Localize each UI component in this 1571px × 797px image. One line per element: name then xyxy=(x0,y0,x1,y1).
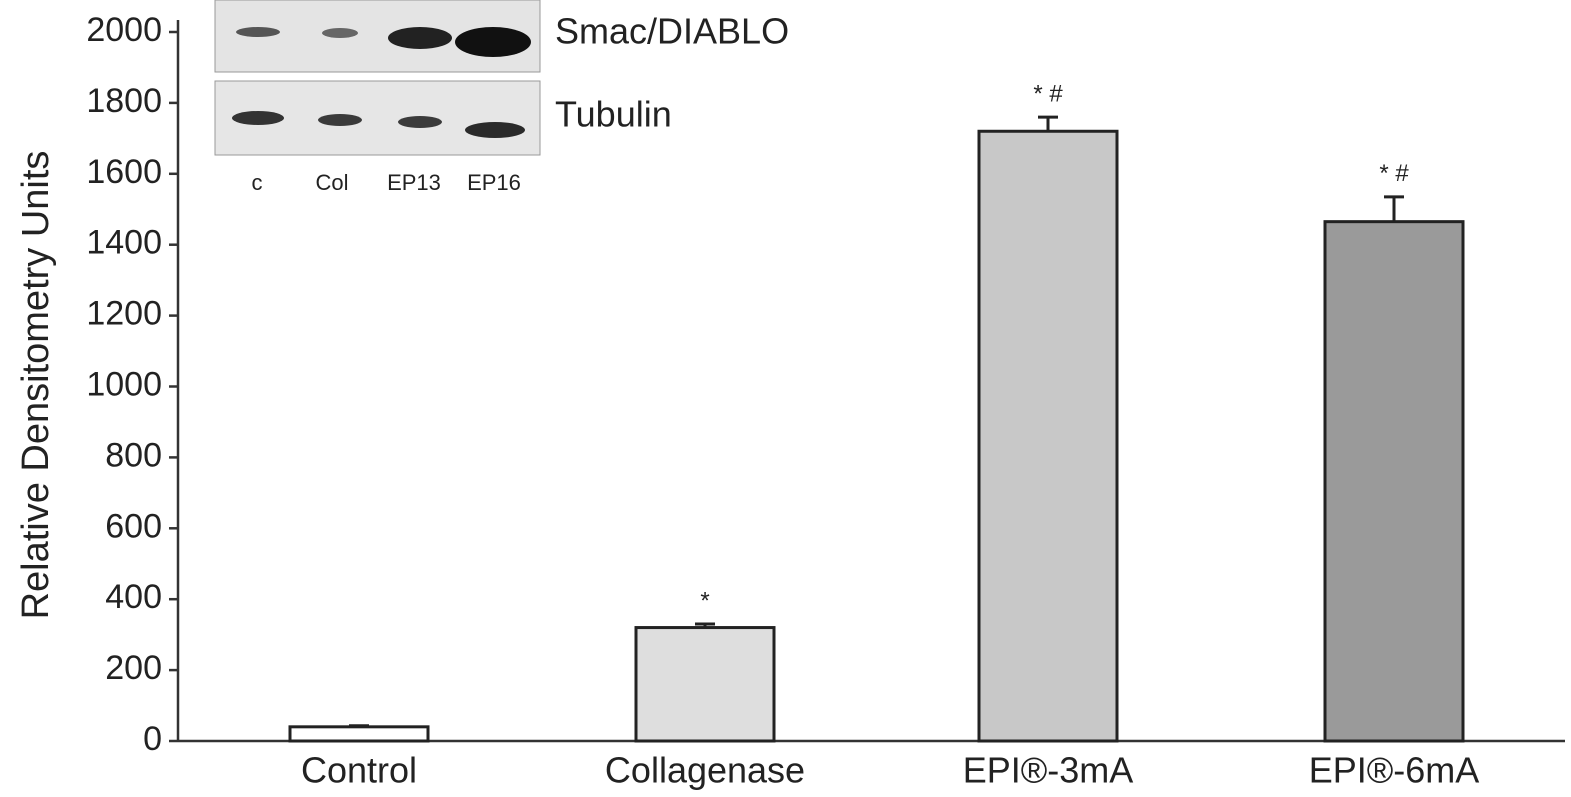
y-tick-label: 1000 xyxy=(86,365,162,403)
error-bar xyxy=(1038,115,1058,132)
significance-annotation: * xyxy=(700,587,709,614)
bar xyxy=(1323,220,1465,743)
x-tick-label: EPI®-3mA xyxy=(963,750,1134,791)
blot-lane-label: Col xyxy=(315,170,348,195)
error-bar xyxy=(695,622,715,628)
blot-lane-label: c xyxy=(252,170,263,195)
blot-band xyxy=(398,116,442,128)
bar xyxy=(288,725,430,743)
y-tick-label: 600 xyxy=(105,507,162,545)
blot-lane-label: EP16 xyxy=(467,170,521,195)
y-tick-label: 400 xyxy=(105,578,162,616)
significance-annotation: * # xyxy=(1379,160,1409,187)
y-tick-label: 1800 xyxy=(86,82,162,120)
x-tick-label: Collagenase xyxy=(605,750,805,791)
blot-band xyxy=(236,27,280,37)
blot-lane-label: EP13 xyxy=(387,170,441,195)
bar xyxy=(634,626,776,743)
y-tick-label: 1600 xyxy=(86,153,162,191)
y-tick-label: 1200 xyxy=(86,295,162,333)
blot-inset xyxy=(214,0,541,156)
x-tick-label: EPI®-6mA xyxy=(1309,750,1480,791)
blot-band xyxy=(455,27,531,57)
blot-band xyxy=(322,28,358,38)
y-tick-label: 1400 xyxy=(86,224,162,262)
error-bar xyxy=(1384,195,1404,222)
error-bar xyxy=(349,724,369,728)
blot-band xyxy=(388,27,452,49)
y-tick-label: 0 xyxy=(143,720,162,758)
y-axis-label: Relative Densitometry Units xyxy=(15,151,57,620)
blot-band xyxy=(318,114,362,126)
blot-row-label: Smac/DIABLO xyxy=(555,11,789,52)
y-tick-label: 800 xyxy=(105,436,162,474)
blot-band xyxy=(465,122,525,138)
blot-band xyxy=(232,111,284,125)
y-tick-label: 200 xyxy=(105,649,162,687)
significance-annotation: * # xyxy=(1033,80,1063,107)
blot-row-label: Tubulin xyxy=(555,94,672,135)
bar xyxy=(977,129,1119,743)
y-tick-label: 2000 xyxy=(86,11,162,49)
x-tick-label: Control xyxy=(301,750,417,791)
